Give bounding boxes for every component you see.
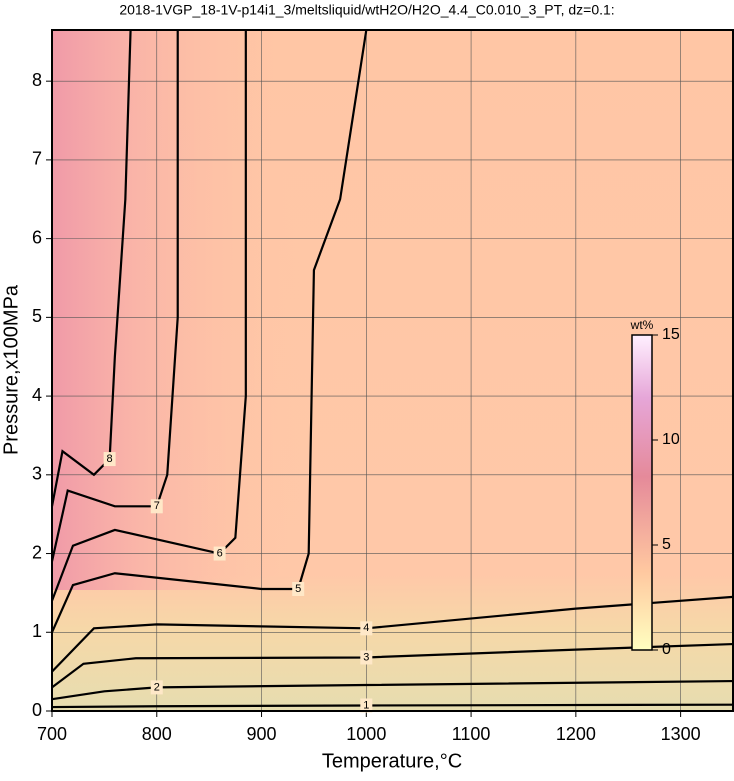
x-axis-label: Temperature,°C [322, 750, 462, 772]
contour-label-bg [150, 499, 163, 514]
contour-label-bg [213, 546, 226, 561]
y-axis-label: Pressure,x100MPa [0, 284, 22, 455]
contour-line [51, 703, 734, 709]
contour-label: 6 [217, 547, 223, 559]
chart-title: 2018-1VGP_18-1V-p14i1_3/meltsliquid/wtH2… [119, 2, 614, 18]
y-tick-label: 2 [32, 542, 42, 562]
y-tick-label: 8 [32, 70, 42, 90]
y-tick-label: 5 [32, 306, 42, 326]
contour-label: 5 [295, 583, 301, 595]
contour-label: 8 [107, 453, 113, 465]
x-tick-label: 1300 [661, 724, 701, 744]
contour-label-bg [360, 698, 373, 713]
plot-frame [51, 29, 734, 712]
contour-label: 2 [154, 681, 160, 693]
x-tick-label: 800 [142, 724, 172, 744]
contour-label-bg [103, 452, 116, 467]
colorbar-label: wt% [630, 318, 654, 332]
y-tick-label: 0 [32, 700, 42, 720]
colorbar-tick-label: 10 [662, 431, 680, 448]
contour-label: 4 [363, 622, 369, 634]
x-tick-label: 1000 [346, 724, 386, 744]
contour-label: 7 [154, 500, 160, 512]
contour-line [51, 642, 734, 689]
colorbar-tick-label: 0 [662, 641, 671, 658]
colorbar [631, 334, 653, 651]
colorbar-tick-label: 15 [662, 326, 680, 343]
x-tick-label: 1100 [452, 724, 491, 744]
contour-label-bg [360, 621, 373, 636]
y-tick-label: 6 [32, 227, 42, 247]
y-tick-label: 4 [32, 385, 42, 405]
x-tick-label: 700 [37, 724, 67, 744]
contour-label-bg [150, 680, 163, 695]
contour-line [51, 595, 734, 673]
y-tick-label: 7 [32, 149, 42, 169]
contour-label-bg [360, 650, 373, 665]
y-tick-label: 1 [32, 621, 42, 641]
contour-label-bg [292, 581, 305, 596]
contour-label: 1 [363, 699, 369, 711]
x-tick-label: 1200 [556, 724, 596, 744]
colorbar-tick-label: 5 [662, 536, 671, 553]
x-tick-label: 900 [247, 724, 277, 744]
y-tick-label: 3 [32, 464, 42, 484]
contour-label: 3 [363, 651, 369, 663]
